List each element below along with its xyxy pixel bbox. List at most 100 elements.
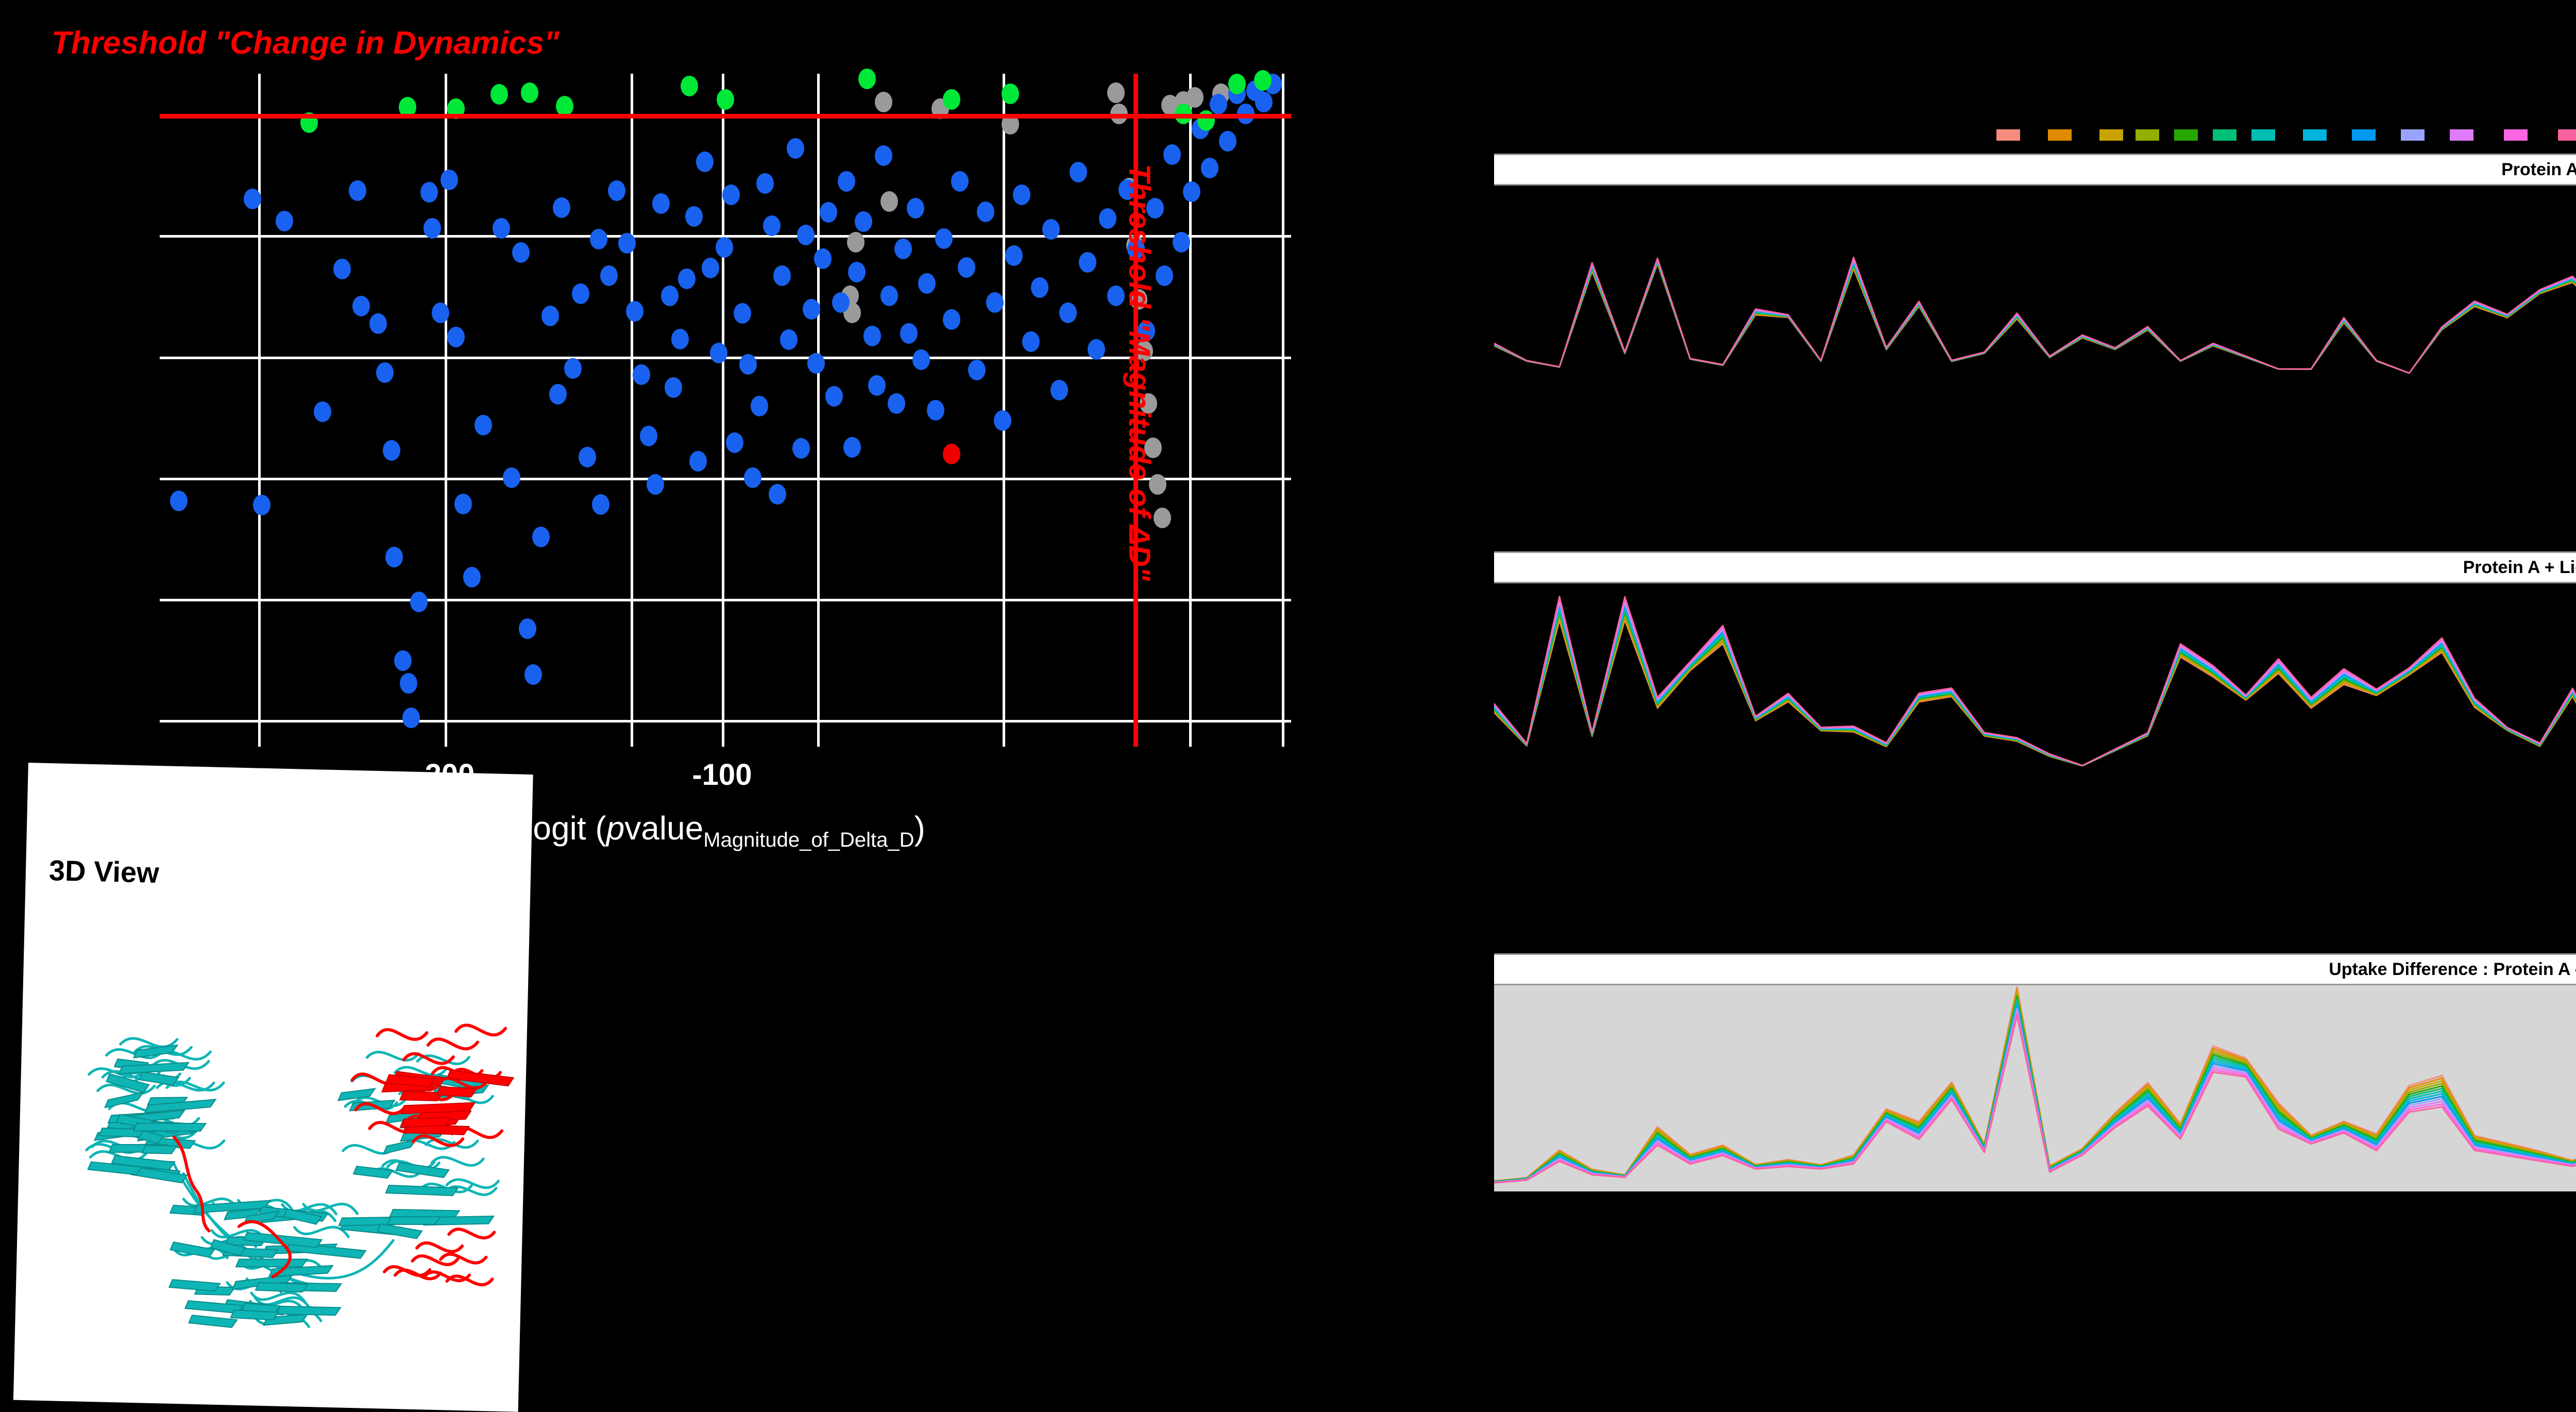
scatter-point-blue[interactable]: [802, 299, 820, 320]
scatter-point-blue[interactable]: [244, 188, 262, 209]
uptake-trace-9[interactable]: [1494, 204, 2576, 374]
scatter-point-grey[interactable]: [1148, 474, 1166, 495]
scatter-point-blue[interactable]: [1107, 285, 1125, 306]
scatter-point-blue[interactable]: [646, 474, 664, 495]
threshold-line-magnitude-of-delta-d[interactable]: [1133, 74, 1138, 747]
scatter-point-blue[interactable]: [968, 359, 986, 380]
scatter-point-blue[interactable]: [725, 432, 743, 453]
scatter-point-blue[interactable]: [579, 447, 597, 468]
scatter-point-blue[interactable]: [671, 328, 689, 349]
scatter-point-grey[interactable]: [1153, 507, 1171, 528]
uptake-trace-8[interactable]: [1494, 205, 2576, 374]
scatter-point-blue[interactable]: [854, 211, 872, 232]
scatter-point-blue[interactable]: [769, 484, 787, 505]
scatter-point-blue[interactable]: [512, 242, 530, 263]
scatter-point-blue[interactable]: [1022, 331, 1040, 352]
scatter-point-blue[interactable]: [832, 292, 850, 313]
scatter-point-blue[interactable]: [722, 184, 740, 206]
scatter-point-blue[interactable]: [750, 396, 768, 417]
scatter-point-blue[interactable]: [1156, 265, 1174, 286]
uptake-trace-4[interactable]: [1494, 610, 2576, 767]
scatter-point-blue[interactable]: [994, 410, 1012, 431]
scatter-point-blue[interactable]: [1042, 218, 1060, 240]
scatter-point-blue[interactable]: [977, 201, 995, 222]
chart-canvas-protein-a-ligand[interactable]: [1494, 583, 2576, 774]
legend-swatch-11[interactable]: [2450, 129, 2473, 141]
scatter-point-blue[interactable]: [369, 313, 387, 334]
legend-swatch-4[interactable]: [2136, 129, 2159, 141]
uptake-trace-1[interactable]: [1494, 212, 2576, 374]
uptake-trace-6[interactable]: [1494, 606, 2576, 767]
scatter-point-blue[interactable]: [1182, 181, 1200, 202]
chart-canvas-uptake-difference[interactable]: [1494, 985, 2576, 1191]
scatter-point-grey[interactable]: [1107, 82, 1125, 103]
scatter-point-blue[interactable]: [1200, 157, 1218, 178]
3d-view-panel[interactable]: 3D View: [13, 763, 533, 1412]
scatter-point-green[interactable]: [490, 84, 508, 105]
scatter-point-blue[interactable]: [410, 592, 428, 613]
scatter-point-grey[interactable]: [1186, 87, 1204, 108]
scatter-point-blue[interactable]: [1059, 302, 1077, 323]
scatter-point-blue[interactable]: [463, 566, 481, 587]
legend-swatch-10[interactable]: [2401, 129, 2425, 141]
scatter-point-blue[interactable]: [1163, 144, 1181, 165]
scatter-point-blue[interactable]: [661, 285, 679, 306]
scatter-point-blue[interactable]: [493, 218, 511, 239]
scatter-point-blue[interactable]: [541, 306, 559, 327]
scatter-point-blue[interactable]: [352, 295, 370, 316]
scatter-point-blue[interactable]: [1210, 93, 1228, 114]
scatter-point-blue[interactable]: [639, 425, 657, 446]
scatter-point-blue[interactable]: [875, 145, 893, 166]
scatter-point-blue[interactable]: [709, 342, 727, 363]
scatter-point-blue[interactable]: [402, 707, 420, 728]
scatter-point-blue[interactable]: [394, 650, 412, 671]
uptake-trace-5[interactable]: [1494, 608, 2576, 767]
uptake-trace-1[interactable]: [1494, 616, 2576, 767]
scatter-point-red[interactable]: [943, 443, 961, 464]
scatter-point-blue[interactable]: [633, 364, 651, 385]
scatter-point-blue[interactable]: [252, 495, 270, 516]
scatter-point-blue[interactable]: [880, 285, 899, 306]
uptake-trace-3[interactable]: [1494, 210, 2576, 374]
scatter-point-blue[interactable]: [943, 309, 961, 330]
scatter-point-blue[interactable]: [1070, 161, 1088, 182]
scatter-point-blue[interactable]: [957, 257, 975, 278]
uptake-trace-13[interactable]: [1494, 200, 2576, 374]
legend-swatch-1[interactable]: [1996, 129, 2020, 141]
scatter-point-green[interactable]: [1002, 83, 1020, 105]
scatter-point-blue[interactable]: [739, 354, 757, 375]
volcano-plot-area[interactable]: Threshold "Change in Dynamics" Threshold…: [52, 25, 1291, 747]
scatter-point-green[interactable]: [858, 69, 876, 90]
scatter-point-green[interactable]: [521, 82, 539, 103]
scatter-point-blue[interactable]: [685, 206, 703, 227]
scatter-point-blue[interactable]: [773, 265, 791, 286]
scatter-point-blue[interactable]: [814, 248, 832, 270]
uptake-trace-10[interactable]: [1494, 203, 2576, 374]
scatter-point-blue[interactable]: [935, 228, 953, 249]
uptake-trace-3[interactable]: [1494, 612, 2576, 767]
scatter-point-blue[interactable]: [1050, 379, 1068, 400]
scatter-point-blue[interactable]: [400, 673, 418, 694]
legend-swatch-12[interactable]: [2504, 129, 2528, 141]
scatter-point-grey[interactable]: [1135, 341, 1153, 362]
scatter-point-blue[interactable]: [447, 326, 465, 347]
scatter-point-blue[interactable]: [532, 526, 550, 547]
scatter-point-green[interactable]: [717, 89, 734, 110]
legend-swatch-13[interactable]: [2558, 129, 2576, 141]
uptake-trace-13[interactable]: [1494, 591, 2576, 766]
chart-canvas-protein-a[interactable]: [1494, 186, 2576, 376]
scatter-point-blue[interactable]: [1013, 184, 1031, 206]
scatter-point-blue[interactable]: [420, 181, 438, 203]
scatter-point-grey[interactable]: [846, 231, 865, 253]
uptake-trace-9[interactable]: [1494, 599, 2576, 767]
scatter-point-blue[interactable]: [787, 138, 805, 159]
uptake-trace-11[interactable]: [1494, 202, 2576, 374]
protein-structure-canvas[interactable]: [13, 892, 530, 1412]
scatter-point-blue[interactable]: [664, 377, 682, 398]
scatter-point-blue[interactable]: [912, 349, 930, 371]
uptake-trace-2[interactable]: [1494, 211, 2576, 374]
scatter-point-blue[interactable]: [170, 491, 188, 512]
legend-swatch-2[interactable]: [2048, 129, 2072, 141]
scatter-point-blue[interactable]: [689, 451, 707, 472]
scatter-point-blue[interactable]: [652, 193, 670, 214]
